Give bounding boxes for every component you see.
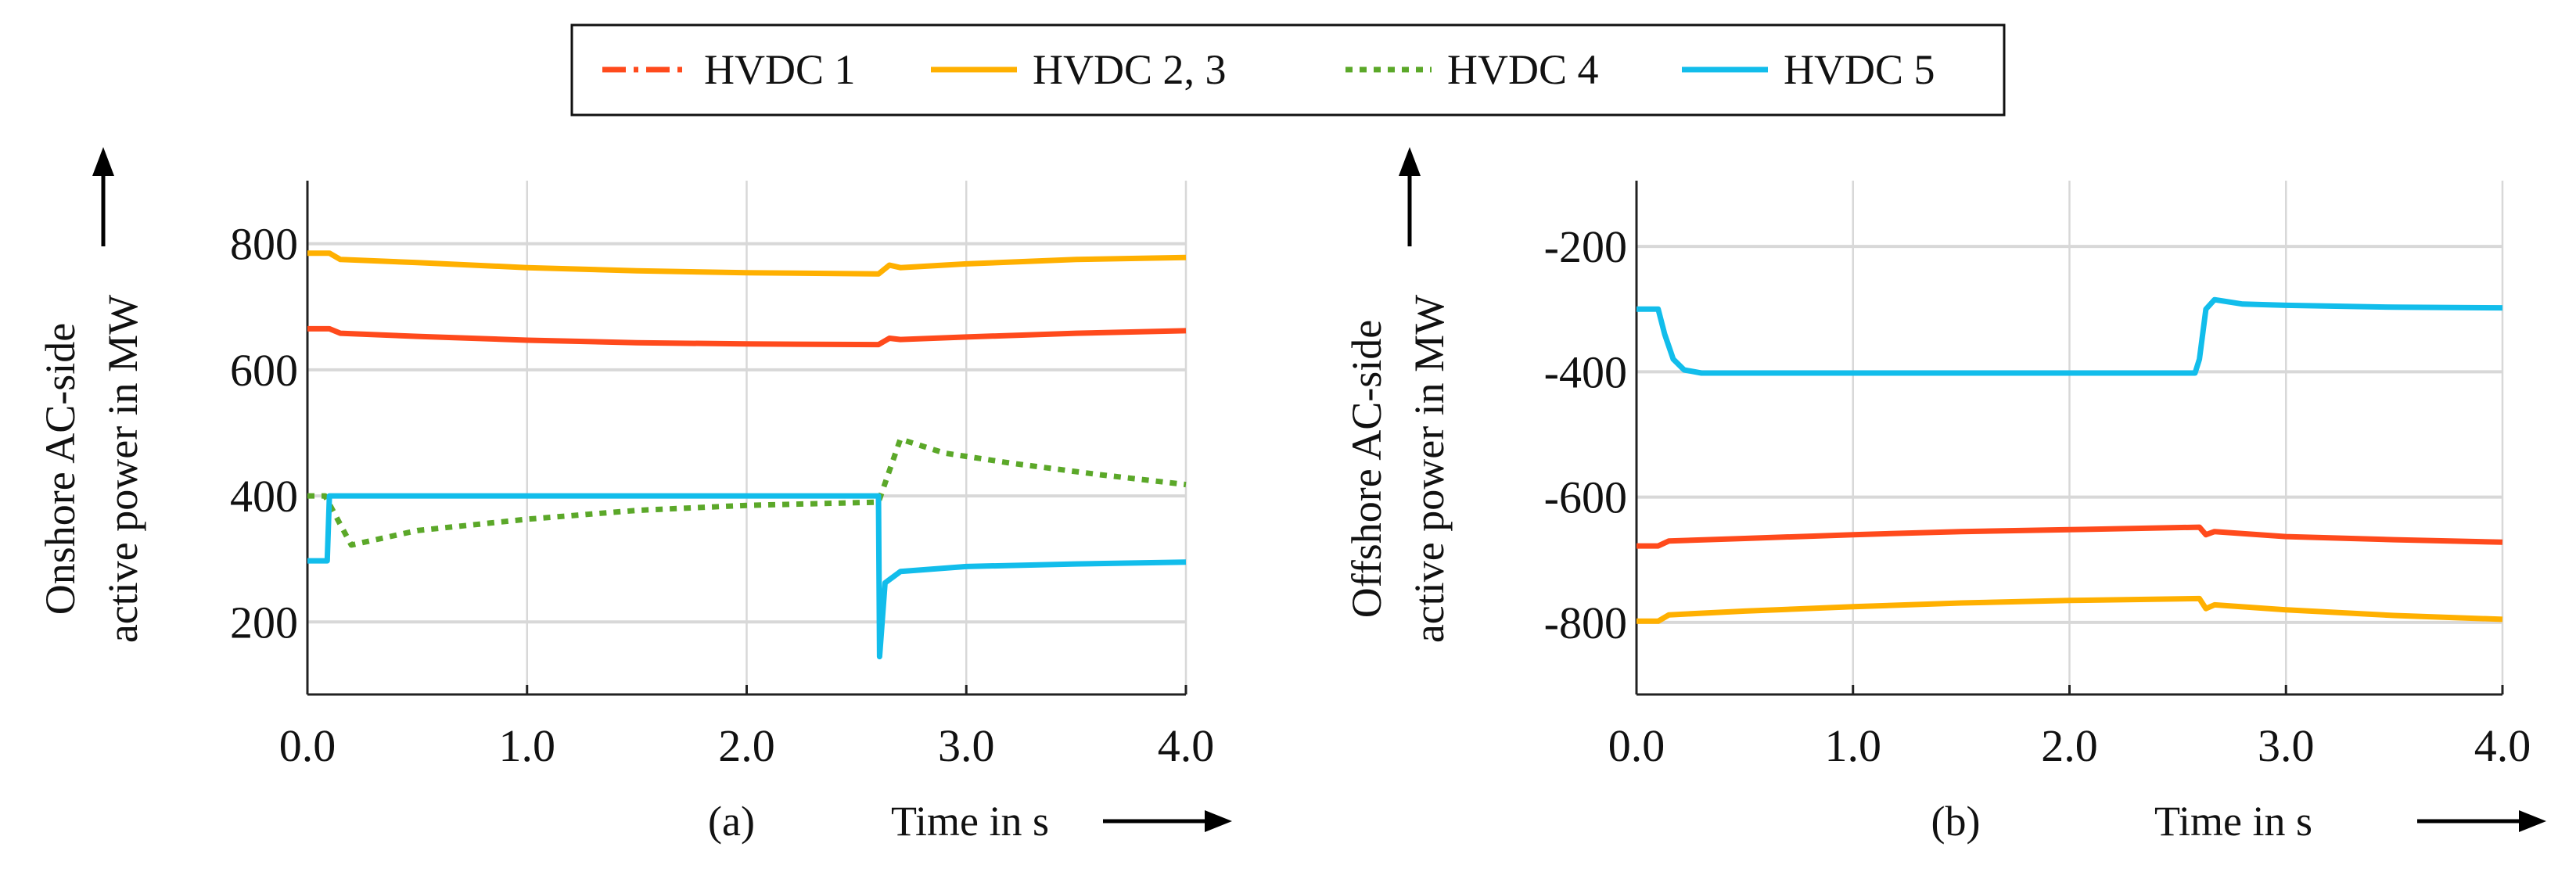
y-axis-label: Onshore AC-side — [37, 323, 84, 615]
legend-label: HVDC 4 — [1447, 46, 1599, 93]
y-tick-label: 200 — [230, 597, 298, 648]
x-tick-label: 2.0 — [2041, 720, 2098, 771]
chart-a-onshore: 0.0 1.0 2.0 3.0 4.0 200 400 600 800 Onshore AC-si… — [37, 147, 1232, 845]
x-axis-arrowhead — [1205, 810, 1232, 832]
x-tick-label: 1.0 — [1825, 720, 1882, 771]
x-axis-label: Time in s — [2154, 798, 2312, 845]
legend-label: HVDC 1 — [704, 46, 856, 93]
y-tick-label: -600 — [1544, 472, 1627, 523]
legend-label: HVDC 5 — [1784, 46, 1935, 93]
y-tick-label: -800 — [1544, 597, 1627, 648]
x-tick-label: 3.0 — [938, 720, 995, 771]
y-axis-arrowhead — [92, 147, 114, 176]
x-tick-label: 4.0 — [2474, 720, 2531, 771]
y-tick-label: -200 — [1544, 221, 1627, 272]
y-axis-label: active power in MW — [1406, 295, 1453, 643]
x-tick-label: 3.0 — [2258, 720, 2315, 771]
series-line-hvdc-2-3 — [307, 250, 1187, 277]
panel-label: (b) — [1931, 798, 1981, 845]
y-tick-label: 600 — [230, 345, 298, 396]
x-tick-label: 0.0 — [279, 720, 336, 771]
x-axis-arrowhead — [2519, 810, 2546, 832]
y-tick-label: 800 — [230, 219, 298, 270]
y-tick-label: -400 — [1544, 346, 1627, 397]
y-tick-label: 400 — [230, 471, 298, 522]
series-line-hvdc-1 — [307, 325, 1187, 348]
series-line-hvdc-4 — [307, 436, 1187, 548]
series-line-hvdc-2-3 — [1636, 595, 2503, 624]
y-axis-label: active power in MW — [99, 295, 146, 643]
x-tick-label: 1.0 — [499, 720, 556, 771]
x-tick-label: 0.0 — [1608, 720, 1665, 771]
chart-b-offshore: 0.0 1.0 2.0 3.0 4.0 -800 -600 -400 -200 Offshore … — [1343, 147, 2546, 845]
y-axis-arrowhead — [1399, 147, 1421, 176]
panel-label: (a) — [708, 798, 755, 845]
legend: HVDC 1 HVDC 2, 3 HVDC 4 HVDC 5 — [570, 23, 2006, 117]
series-line-hvdc-5 — [1636, 296, 2503, 376]
x-tick-label: 2.0 — [718, 720, 775, 771]
x-axis-label: Time in s — [891, 798, 1049, 845]
y-axis-label: Offshore AC-side — [1343, 320, 1390, 618]
series-line-hvdc-1 — [1636, 524, 2503, 549]
series-line-hvdc-5 — [307, 493, 1187, 660]
legend-label: HVDC 2, 3 — [1033, 46, 1227, 93]
x-tick-label: 4.0 — [1158, 720, 1215, 771]
